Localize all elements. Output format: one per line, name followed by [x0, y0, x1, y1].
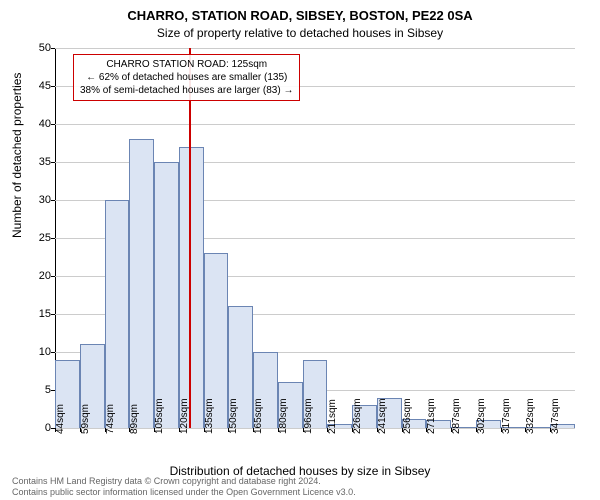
plot-area: CHARRO STATION ROAD: 125sqm← 62% of deta… — [55, 48, 575, 428]
chart-container: CHARRO, STATION ROAD, SIBSEY, BOSTON, PE… — [0, 0, 600, 500]
y-tick-label: 15 — [39, 308, 51, 320]
y-tick-label: 25 — [39, 232, 51, 244]
y-tick-label: 40 — [39, 118, 51, 130]
y-tick-label: 20 — [39, 270, 51, 282]
y-tick-label: 0 — [45, 422, 51, 434]
grid-line — [55, 48, 575, 49]
callout-line: CHARRO STATION ROAD: 125sqm — [80, 58, 293, 71]
chart-title-main: CHARRO, STATION ROAD, SIBSEY, BOSTON, PE… — [0, 8, 600, 23]
grid-line — [55, 124, 575, 125]
callout-line: ← 62% of detached houses are smaller (13… — [80, 71, 293, 84]
y-tick-label: 10 — [39, 346, 51, 358]
y-tick — [51, 276, 55, 277]
reference-line — [189, 48, 191, 428]
callout-box: CHARRO STATION ROAD: 125sqm← 62% of deta… — [73, 54, 300, 101]
y-tick — [51, 162, 55, 163]
footer-line-1: Contains HM Land Registry data © Crown c… — [12, 476, 356, 487]
y-tick — [51, 314, 55, 315]
y-tick-label: 50 — [39, 42, 51, 54]
y-tick-label: 35 — [39, 156, 51, 168]
y-axis-label: Number of detached properties — [10, 73, 24, 238]
y-tick — [51, 238, 55, 239]
y-tick-label: 30 — [39, 194, 51, 206]
histogram-bar — [179, 147, 204, 428]
footer: Contains HM Land Registry data © Crown c… — [12, 476, 356, 498]
y-tick — [51, 352, 55, 353]
y-tick — [51, 200, 55, 201]
histogram-bar — [154, 162, 179, 428]
histogram-bar — [129, 139, 154, 428]
y-tick-label: 5 — [45, 384, 51, 396]
y-tick — [51, 48, 55, 49]
y-tick-label: 45 — [39, 80, 51, 92]
footer-line-2: Contains public sector information licen… — [12, 487, 356, 498]
histogram-bar — [105, 200, 130, 428]
callout-line: 38% of semi-detached houses are larger (… — [80, 84, 293, 97]
y-tick — [51, 86, 55, 87]
chart-title-sub: Size of property relative to detached ho… — [0, 26, 600, 40]
y-tick — [51, 124, 55, 125]
